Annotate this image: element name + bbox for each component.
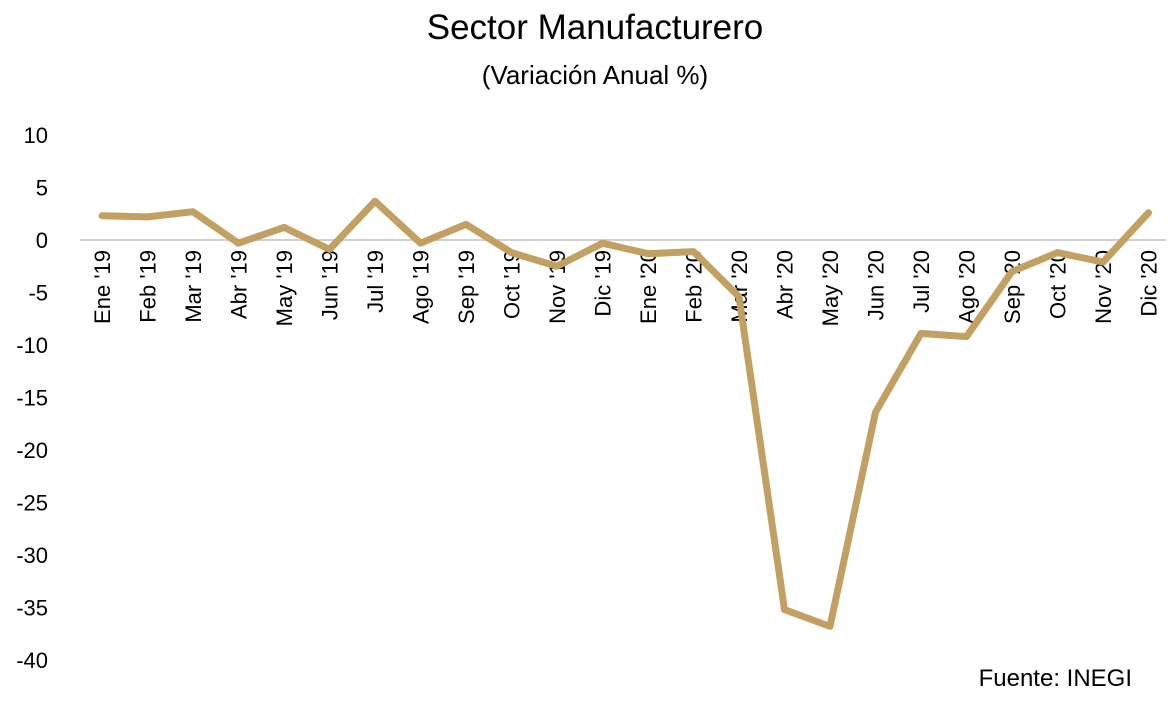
data-point	[235, 240, 242, 247]
x-tick-label: Ene '19	[90, 250, 115, 324]
data-point	[1054, 249, 1061, 256]
x-axis: Ene '19 Feb '19 Mar '19 Abr '19 May '19 Jun '…	[90, 250, 1162, 326]
y-tick-label: -10	[16, 333, 48, 358]
data-point	[99, 212, 105, 219]
data-point	[645, 250, 651, 257]
data-point	[599, 240, 606, 247]
y-tick-label: -20	[16, 438, 48, 463]
data-point	[736, 293, 742, 300]
x-tick-label: Jun '19	[318, 250, 343, 320]
x-tick-label: Dic '19	[591, 250, 616, 317]
chart-title: Sector Manufacturero	[426, 8, 764, 47]
data-point	[963, 333, 970, 340]
x-tick-label: Ene '20	[636, 250, 661, 324]
x-tick-label: Oct '19	[500, 250, 525, 319]
y-tick-label: 0	[36, 228, 48, 253]
y-tick-label: -5	[28, 281, 48, 306]
x-tick-label: Jul '19	[363, 250, 388, 313]
y-tick-label: 10	[24, 123, 48, 148]
y-tick-label: -35	[16, 596, 48, 621]
y-tick-label: -30	[16, 543, 48, 568]
series-line	[98, 197, 1152, 630]
y-tick-label: -40	[16, 648, 48, 673]
x-tick-label: Feb '19	[136, 250, 161, 323]
x-tick-label: Ago '20	[955, 250, 980, 324]
y-tick-label: -15	[16, 386, 48, 411]
x-tick-label: Oct '20	[1046, 250, 1071, 319]
y-tick-label: 5	[36, 176, 48, 201]
data-point	[463, 221, 469, 228]
chart-subtitle: (Variación Anual %)	[481, 60, 709, 90]
data-point	[918, 330, 924, 337]
data-point	[508, 249, 515, 256]
x-tick-label: May '20	[818, 250, 843, 326]
data-point	[190, 208, 196, 215]
data-point	[281, 224, 287, 231]
data-point	[326, 246, 333, 253]
data-point	[554, 263, 560, 270]
y-tick-label: -25	[16, 491, 48, 516]
y-axis: 10 5 0 -5 -10 -15 -20 -25 -30 -35 -40	[16, 123, 48, 673]
x-tick-label: Jul '20	[909, 250, 934, 313]
data-point	[144, 213, 151, 220]
data-point	[372, 198, 378, 205]
data-point	[417, 240, 424, 247]
x-tick-label: Dic '20	[1137, 250, 1162, 317]
data-point	[872, 409, 879, 416]
data-point	[827, 623, 833, 630]
data-point	[690, 248, 697, 255]
source-note: Fuente: INEGI	[978, 665, 1132, 692]
data-point	[1009, 268, 1015, 275]
x-tick-label: Mar '19	[181, 250, 206, 323]
x-tick-label: Abr '20	[773, 250, 798, 319]
data-point	[1100, 259, 1106, 266]
data-point	[781, 606, 788, 613]
x-tick-label: Sep '19	[454, 250, 479, 324]
x-tick-label: Abr '19	[227, 250, 252, 319]
x-tick-label: May '19	[272, 250, 297, 326]
x-tick-label: Jun '20	[864, 250, 889, 320]
series-points	[99, 198, 1152, 630]
x-tick-label: Ago '19	[409, 250, 434, 324]
data-point	[1145, 209, 1152, 216]
